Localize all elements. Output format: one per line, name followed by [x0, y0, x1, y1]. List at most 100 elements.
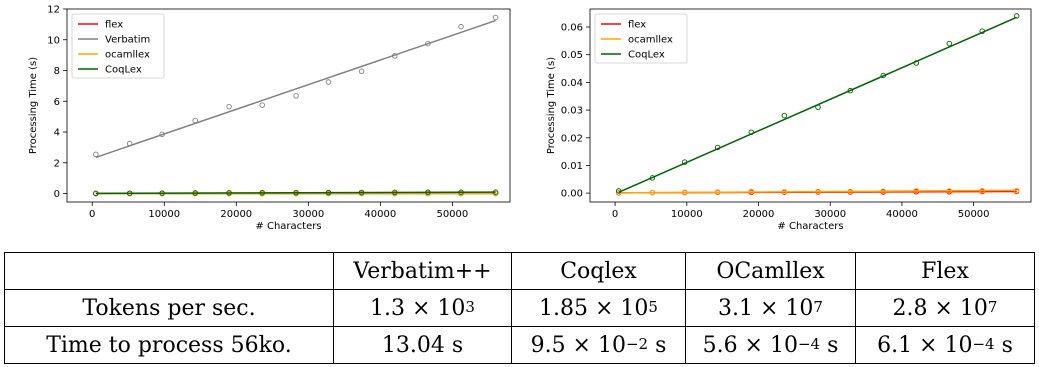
data-point — [946, 188, 953, 194]
series-coqlex — [615, 13, 1020, 194]
legend-label: flex — [628, 20, 646, 31]
data-point — [714, 189, 721, 195]
x-axis-label: # Characters — [255, 221, 321, 232]
data-point — [492, 14, 499, 21]
data-point — [358, 68, 365, 75]
x-tick-label: 0 — [612, 209, 618, 220]
data-point — [93, 151, 99, 158]
x-tick-label: 0 — [89, 209, 95, 220]
table-row-label: Time to process 56ko. — [4, 326, 334, 364]
table-cell: 5.6 × 10−4 s — [685, 326, 856, 364]
data-point — [226, 190, 232, 196]
chart-left: 0 10000 20000 30000 40000 50000 0 2 4 6 8 10 12 # Cha… — [28, 5, 511, 232]
table-cell: 3.1 × 107 — [685, 289, 856, 327]
table-row: Time to process 56ko. 13.04 s 9.5 × 10−2… — [4, 326, 1035, 364]
data-point — [714, 144, 721, 151]
data-point — [325, 79, 332, 85]
table-row: Tokens per sec. 1.3 × 103 1.85 × 105 3.1… — [4, 289, 1035, 327]
table-cell: 13.04 s — [333, 326, 512, 364]
data-point — [93, 190, 99, 197]
y-tick-label: 0.06 — [561, 22, 583, 33]
results-table: Verbatim++ Coqlex OCamllex Flex Tokens p… — [4, 252, 1035, 364]
y-tick-label: 0.05 — [561, 50, 583, 61]
table-row-label: Tokens per sec. — [4, 289, 334, 327]
x-tick-label: 30000 — [814, 209, 846, 220]
data-point — [781, 112, 788, 119]
data-point — [458, 23, 464, 30]
x-axis-label: # Characters — [777, 221, 843, 232]
x-tick-label: 10000 — [671, 209, 703, 220]
x-tick-label: 50000 — [958, 209, 990, 220]
series-line — [95, 19, 496, 159]
y-tick-label: 10 — [47, 35, 60, 46]
y-tick-label: 12 — [47, 5, 60, 16]
table-header-cell: Verbatim++ — [333, 252, 512, 290]
data-point — [1013, 13, 1020, 19]
data-point — [259, 189, 265, 196]
y-tick-label: 2 — [54, 158, 60, 169]
y-axis-label: Processing Time (s) — [28, 57, 39, 154]
data-point — [126, 140, 133, 147]
data-point — [847, 188, 854, 195]
y-axis-label: Processing Time (s) — [546, 57, 557, 154]
y-tick-label: 4 — [54, 128, 60, 139]
data-point — [847, 87, 854, 94]
x-tick-label: 20000 — [220, 209, 252, 220]
data-point — [880, 188, 887, 194]
data-point — [293, 189, 299, 196]
table-header-cell: OCamllex — [685, 252, 856, 290]
data-point — [946, 40, 953, 47]
data-point — [649, 175, 656, 181]
y-tick-label: 0.04 — [561, 78, 583, 89]
data-point — [126, 190, 133, 196]
x-tick-label: 40000 — [886, 209, 918, 220]
series-ocamllex — [615, 187, 1020, 196]
series-line — [618, 189, 1017, 194]
data-point — [1013, 187, 1020, 194]
y-tick-label: 8 — [54, 66, 60, 77]
plot-frame — [66, 8, 511, 203]
x-tick-label: 20000 — [743, 209, 775, 220]
y-tick-label: 0.00 — [561, 189, 583, 200]
legend-box — [71, 13, 165, 79]
data-point — [649, 189, 656, 196]
legend-label: ocamllex — [105, 50, 150, 61]
legend-label: CoqLex — [105, 65, 142, 76]
data-point — [880, 72, 887, 79]
series-line — [95, 191, 496, 195]
data-point — [492, 189, 499, 195]
data-point — [259, 102, 265, 108]
chart-right: 0 10000 20000 30000 40000 50000 0.00 0.01 0.02 0.… — [546, 8, 1032, 232]
y-tick-label: 0.02 — [561, 133, 583, 144]
data-point — [458, 189, 464, 195]
data-point — [293, 93, 299, 99]
table-cell: 6.1 × 10−4 s — [855, 326, 1035, 364]
data-point — [192, 190, 198, 196]
table-header-cell: Flex — [855, 252, 1035, 290]
legend: flex ocamllex CoqLex — [594, 13, 688, 64]
table-cell: 9.5 × 10−2 s — [511, 326, 686, 364]
data-point — [681, 159, 688, 165]
series-verbatim — [93, 14, 499, 159]
legend-box — [594, 13, 688, 64]
x-tick-label: 40000 — [364, 209, 396, 220]
data-point — [226, 103, 232, 110]
y-tick-label: 0.01 — [561, 161, 583, 172]
data-point — [425, 189, 431, 196]
legend-label: ocamllex — [628, 35, 673, 46]
data-point — [391, 189, 398, 196]
plot-frame — [589, 8, 1032, 203]
legend-label: Verbatim — [105, 35, 150, 46]
x-tick-label: 30000 — [292, 209, 324, 220]
data-point — [615, 188, 622, 194]
data-point — [159, 190, 165, 196]
data-point — [681, 189, 688, 196]
x-tick-label: 10000 — [148, 209, 180, 220]
data-point — [979, 28, 985, 34]
y-tick-label: 0 — [54, 189, 60, 200]
data-point — [615, 189, 622, 196]
table-header-cell: Coqlex — [511, 252, 686, 290]
table-header-cell — [4, 252, 334, 290]
data-point — [358, 189, 365, 196]
data-point — [913, 187, 920, 194]
